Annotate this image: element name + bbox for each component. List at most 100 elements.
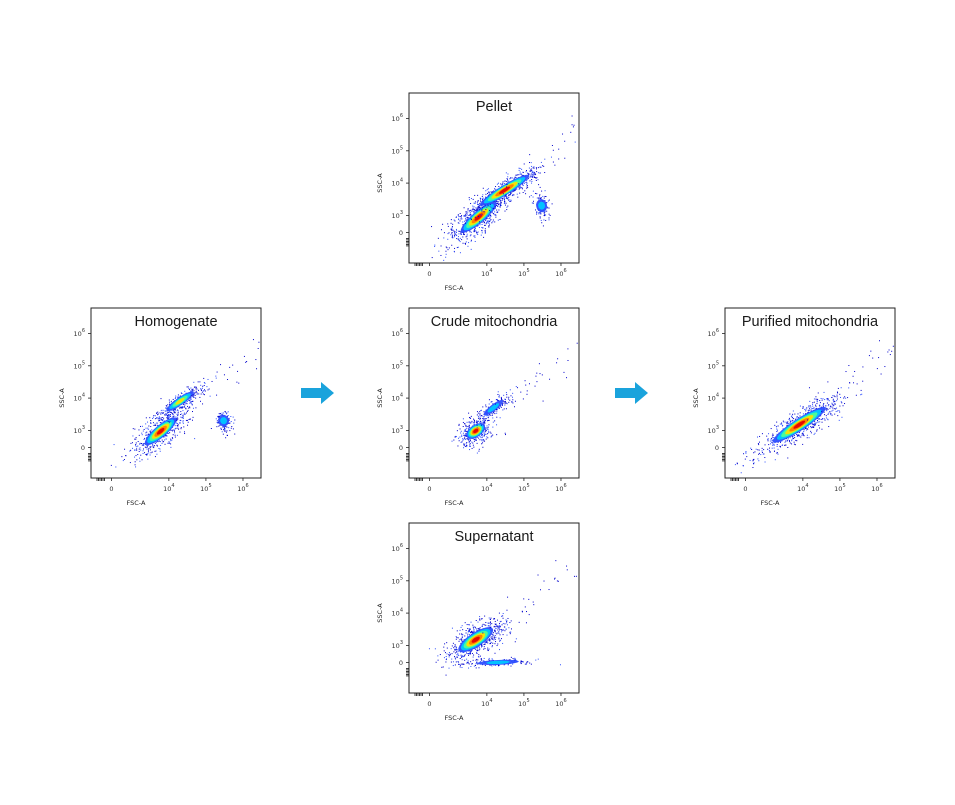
event-point [513, 189, 515, 191]
event-point [481, 209, 483, 211]
event-point [474, 216, 476, 218]
event-point [467, 427, 469, 429]
event-point [180, 428, 182, 430]
event-point [468, 427, 470, 429]
event-point [502, 184, 504, 186]
event-point [462, 224, 464, 226]
outlier-point [528, 598, 530, 600]
event-point [477, 231, 479, 233]
event-point [468, 624, 470, 626]
event-point [780, 441, 782, 443]
event-point [489, 621, 491, 623]
event-point [227, 415, 229, 417]
outlier-point [537, 574, 539, 576]
event-point [174, 436, 176, 438]
event-point [494, 629, 496, 631]
event-point [508, 401, 510, 403]
event-point [480, 646, 482, 648]
event-point [193, 390, 195, 392]
event-point [174, 397, 176, 399]
event-point [479, 618, 481, 620]
event-point [475, 662, 477, 664]
event-point [487, 191, 489, 193]
event-point [182, 415, 184, 417]
outlier-point [539, 589, 541, 591]
event-point [142, 448, 144, 450]
event-point [187, 421, 189, 423]
event-point [142, 443, 144, 445]
outlier-point [518, 183, 520, 185]
outlier-point [592, 118, 593, 119]
event-point [479, 414, 481, 416]
event-point [540, 212, 542, 214]
event-point [787, 457, 789, 459]
event-point [509, 389, 511, 391]
event-point [451, 440, 453, 442]
event-point [439, 654, 441, 656]
event-point [167, 418, 169, 420]
event-point [777, 425, 779, 427]
event-point [790, 420, 792, 422]
event-point [486, 436, 488, 438]
event-point [468, 210, 470, 212]
panel-pellet: Pellet 0 104 105 106 0 103 104 105 106 FSC-A SSC-A [364, 90, 589, 295]
event-point [463, 655, 465, 657]
event-point [834, 413, 836, 415]
event-point [791, 439, 793, 441]
event-point [540, 213, 542, 215]
event-point [234, 419, 236, 421]
event-point [819, 400, 821, 402]
panel-title: Purified mitochondria [742, 314, 879, 330]
event-point [157, 414, 159, 416]
event-point [771, 440, 773, 442]
event-point [465, 438, 467, 440]
event-point [469, 652, 471, 654]
event-point [456, 637, 458, 639]
event-point [463, 207, 465, 209]
event-point [469, 449, 471, 451]
event-point [477, 207, 479, 209]
event-point [129, 450, 131, 452]
event-point [791, 440, 793, 442]
event-point [462, 421, 464, 423]
event-point [844, 396, 846, 398]
event-point [458, 240, 460, 242]
event-point [489, 640, 491, 642]
event-point [481, 624, 483, 626]
event-point [219, 413, 221, 415]
event-point [152, 417, 154, 419]
event-point [523, 163, 525, 165]
event-point [496, 627, 498, 629]
y-tick-label: 103 [74, 425, 85, 435]
event-point [526, 182, 528, 184]
event-point [489, 643, 491, 645]
event-point [229, 422, 231, 424]
event-point [496, 209, 498, 211]
event-point [836, 394, 838, 396]
event-point [139, 457, 141, 459]
event-point [754, 451, 756, 453]
event-point [804, 428, 806, 430]
event-point [524, 190, 526, 192]
event-point [149, 449, 151, 451]
event-point [492, 642, 494, 644]
event-point [175, 408, 177, 410]
event-point [474, 227, 476, 229]
event-point [473, 418, 475, 420]
event-point [541, 197, 543, 199]
event-point [165, 414, 167, 416]
event-point [479, 204, 481, 206]
event-point [461, 656, 463, 658]
population-main-diagonal-population [110, 390, 205, 468]
event-point [194, 392, 196, 394]
event-point [831, 414, 833, 416]
event-point [506, 634, 508, 636]
event-point [186, 403, 188, 405]
event-point [792, 435, 794, 437]
outlier-point [263, 351, 264, 352]
event-point [465, 219, 467, 221]
event-point [501, 404, 503, 406]
event-point [160, 419, 162, 421]
outlier-point [256, 368, 258, 370]
event-point [803, 435, 805, 437]
